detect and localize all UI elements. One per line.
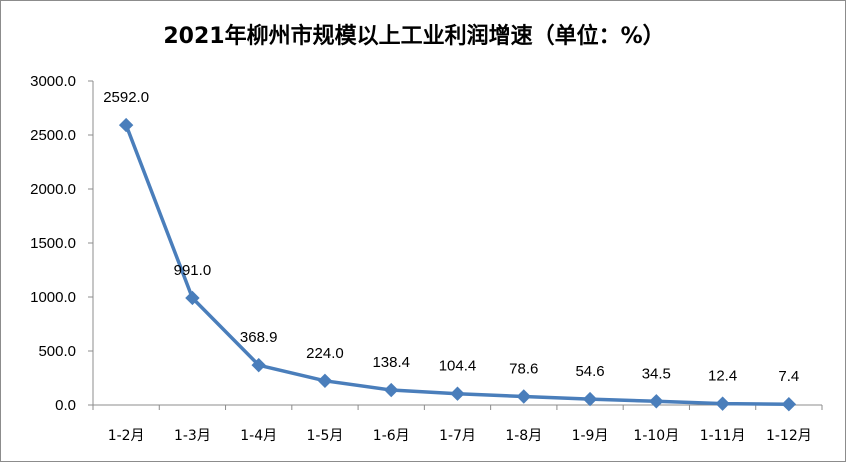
series-markers [118,117,797,412]
data-point-marker [516,389,531,404]
data-point-marker [118,117,134,133]
x-tick-label: 1-11月 [700,428,746,444]
x-tick-label: 1-12月 [766,428,812,444]
x-tick-label: 1-6月 [373,428,410,444]
y-tick-label: 3000.0 [30,73,76,90]
data-label: 54.6 [575,363,604,380]
x-tick-label: 1-4月 [240,428,277,444]
y-tick-label: 500.0 [38,343,76,360]
axes [92,81,822,406]
x-tick-label: 1-10月 [633,428,679,444]
data-point-marker [317,373,333,389]
data-label: 34.5 [642,365,671,382]
data-point-marker [384,382,399,398]
data-point-marker [715,396,730,411]
x-tick-label: 1-8月 [505,428,542,444]
chart-title: 2021年柳州市规模以上工业利润增速（单位：%） [163,23,664,49]
data-label: 104.4 [439,358,477,375]
data-label: 224.0 [306,345,344,362]
data-point-marker [450,386,465,401]
data-label: 2592.0 [103,89,149,106]
data-label: 368.9 [240,329,278,346]
x-tick-label: 1-2月 [108,428,145,444]
y-tick-label: 1000.0 [30,289,76,306]
data-label: 991.0 [174,262,212,279]
data-label: 12.4 [708,368,737,385]
x-tick-label: 1-7月 [439,428,476,444]
y-tick-label: 2500.0 [30,127,76,144]
data-label: 7.4 [778,368,799,385]
y-tick-label: 1500.0 [30,235,76,252]
x-axis-ticks: 1-2月 1-3月 1-4月 1-5月 1-6月 1-7月 1-8月 1-9月 1-10月 1-1… [92,405,823,444]
data-point-marker [649,394,664,409]
data-label: 138.4 [372,354,410,371]
x-tick-label: 1-9月 [572,428,609,444]
data-labels: 2592.0 991.0 368.9 224.0 138.4 104.4 78.6 54.6 3… [103,89,799,385]
y-tick-label: 0.0 [55,397,76,414]
data-label: 78.6 [509,361,538,378]
data-point-marker [781,396,797,412]
y-tick-label: 2000.0 [30,181,76,198]
data-point-marker [251,357,266,373]
y-axis-ticks: 0.0 500.0 1000.0 1500.0 2000.0 2500.0 3000.0 [30,73,93,414]
data-point-marker [582,391,598,407]
x-tick-label: 1-5月 [307,428,344,444]
x-tick-label: 1-3月 [174,428,211,444]
data-point-marker [185,290,200,306]
